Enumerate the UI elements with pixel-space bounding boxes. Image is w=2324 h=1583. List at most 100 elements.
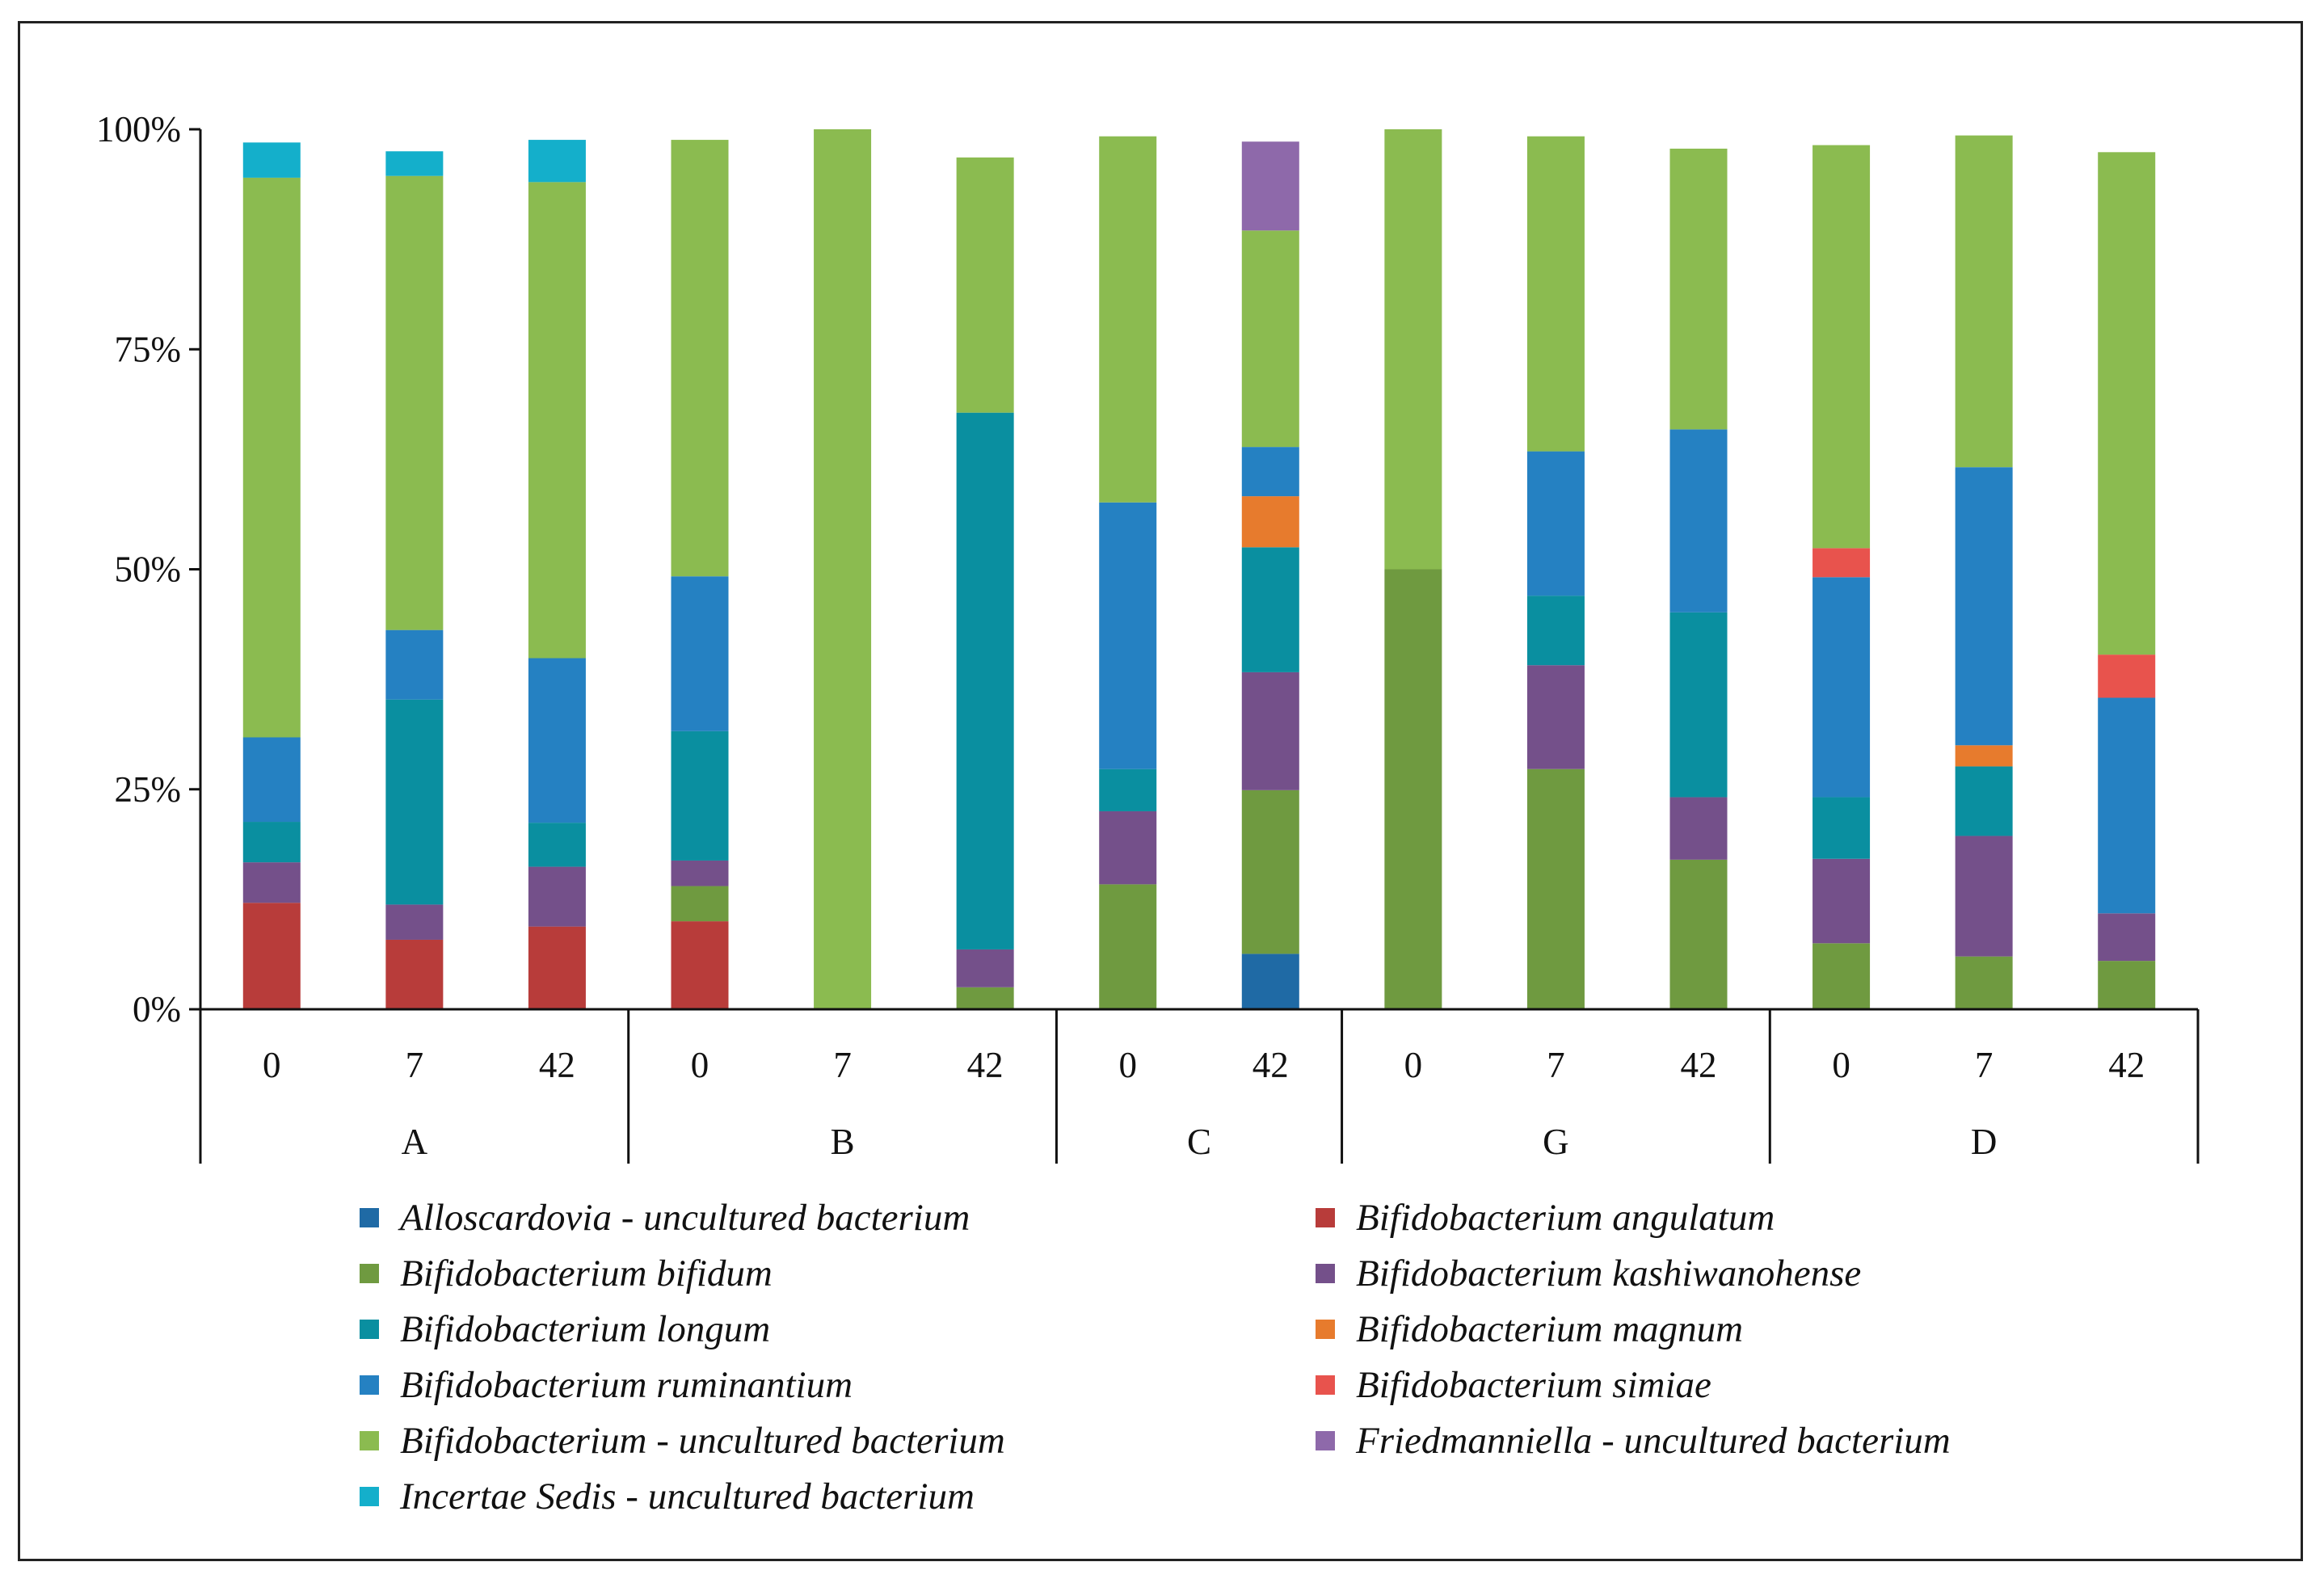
bar-segment-d-0-s3	[1812, 858, 1871, 944]
legend-label: Friedmanniella - uncultured bacterium	[1356, 1420, 1951, 1462]
x-tick-label: 0	[1404, 1045, 1423, 1085]
bar-segment-a-42-s8	[528, 182, 586, 659]
bar-segment-d-7-s4	[1955, 766, 2013, 836]
bar-segment-d-0-s6	[1812, 577, 1871, 798]
legend-swatch	[1316, 1320, 1335, 1339]
bar-segment-c-42-s9	[1241, 141, 1299, 231]
bar-segment-g-42-s3	[1669, 797, 1728, 860]
bar-segment-b-42-s3	[956, 949, 1014, 987]
legend-swatch	[360, 1375, 379, 1395]
group-label: G	[1543, 1122, 1569, 1162]
x-tick-label: 0	[1118, 1045, 1137, 1085]
bar-segment-d-7-s8	[1955, 135, 2013, 468]
group-label: C	[1187, 1122, 1211, 1162]
bar-segment-b-0-s4	[671, 730, 729, 861]
bar-segment-a-0-s3	[242, 862, 301, 903]
legend-item: Bifidobacterium bifidum	[360, 1252, 773, 1295]
legend-item: Bifidobacterium longum	[360, 1307, 770, 1351]
bar-segment-d-0-s7	[1812, 548, 1871, 578]
bar-segment-g-42-s2	[1669, 859, 1728, 1009]
legend-swatch	[360, 1208, 379, 1227]
bar-segment-b-42-s2	[956, 987, 1014, 1009]
legend-item: Bifidobacterium simiae	[1316, 1363, 1711, 1407]
bar-segment-c-0-s3	[1099, 810, 1157, 885]
bar-segment-a-0-s4	[242, 822, 301, 863]
bar-segment-b-42-s4	[956, 412, 1014, 949]
legend-label: Bifidobacterium magnum	[1356, 1308, 1744, 1350]
x-tick-label: 7	[1547, 1045, 1565, 1085]
bar-segment-a-0-s8	[242, 177, 301, 738]
legend-label: Bifidobacterium simiae	[1356, 1364, 1711, 1406]
bar-segment-a-0-s10	[242, 142, 301, 178]
bar-segment-b-0-s3	[671, 860, 729, 886]
bar-segment-d-7-s6	[1955, 467, 2013, 746]
legend-swatch	[360, 1320, 379, 1339]
bar-segment-g-7-s4	[1526, 596, 1585, 666]
x-tick-label: 7	[406, 1045, 424, 1085]
bar-segment-b-42-s8	[956, 157, 1014, 413]
group-label: B	[831, 1122, 855, 1162]
legend-item: Friedmanniella - uncultured bacterium	[1316, 1419, 1951, 1463]
bar-segment-d-42-s6	[2098, 697, 2156, 914]
y-tick-label: 100%	[96, 109, 181, 149]
legend-label: Bifidobacterium angulatum	[1356, 1197, 1775, 1239]
bar-segment-g-0-s8	[1384, 129, 1442, 570]
legend-label: Bifidobacterium longum	[400, 1308, 771, 1350]
legend-swatch	[1316, 1375, 1335, 1395]
bar-segment-c-0-s4	[1099, 768, 1157, 811]
bar-segment-c-42-s3	[1241, 672, 1299, 790]
y-tick-label: 50%	[115, 549, 182, 590]
tick-labels-layer: 0% 25% 50% 75% 100% 0 7 42 A 0 7 42 B 0 42 C 0 7 42 G 0 7 42 D	[96, 109, 2145, 1162]
bar-segment-b-0-s8	[671, 140, 729, 577]
legend-swatch	[1316, 1264, 1335, 1283]
legend-label: Bifidobacterium ruminantium	[400, 1364, 853, 1406]
bar-segment-a-7-s1	[385, 939, 444, 1009]
bar-segment-a-7-s6	[385, 629, 444, 700]
x-tick-label: 42	[539, 1045, 575, 1085]
bar-segment-a-7-s3	[385, 904, 444, 940]
bar-segment-b-0-s2	[671, 886, 729, 922]
x-tick-label: 42	[1253, 1045, 1289, 1085]
bar-segment-a-42-s10	[528, 140, 586, 183]
bar-segment-d-42-s2	[2098, 961, 2156, 1009]
legend-swatch	[360, 1431, 379, 1450]
bar-segment-c-0-s2	[1099, 884, 1157, 1009]
bar-segment-b-7-s8	[814, 129, 872, 1009]
bar-segment-a-0-s6	[242, 737, 301, 823]
bar-segment-c-0-s8	[1099, 136, 1157, 503]
legend-swatch	[360, 1264, 379, 1283]
legend-item: Bifidobacterium - uncultured bacterium	[360, 1419, 1005, 1463]
legend-item: Bifidobacterium kashiwanohense	[1316, 1252, 1861, 1295]
bar-segment-d-0-s4	[1812, 797, 1871, 859]
legend-label: Incertae Sedis - uncultured bacterium	[400, 1476, 975, 1518]
bar-segment-g-7-s6	[1526, 451, 1585, 596]
bar-segment-d-7-s2	[1955, 956, 2013, 1009]
legend-item: Bifidobacterium ruminantium	[360, 1363, 853, 1407]
legend-label: Alloscardovia - uncultured bacterium	[400, 1197, 970, 1239]
y-tick-label: 75%	[115, 329, 182, 369]
bar-segment-a-7-s8	[385, 175, 444, 630]
legend-item: Alloscardovia - uncultured bacterium	[360, 1196, 970, 1240]
bar-segment-c-42-s0	[1241, 954, 1299, 1009]
bar-segment-d-0-s8	[1812, 145, 1871, 549]
bar-segment-c-42-s2	[1241, 789, 1299, 954]
bar-segment-a-42-s6	[528, 658, 586, 823]
bar-segment-a-42-s4	[528, 823, 586, 867]
bar-segment-g-42-s4	[1669, 612, 1728, 798]
x-tick-label: 42	[2108, 1045, 2145, 1085]
legend-label: Bifidobacterium kashiwanohense	[1356, 1253, 1862, 1295]
legend-label: Bifidobacterium bifidum	[400, 1253, 773, 1295]
bar-segment-d-42-s3	[2098, 913, 2156, 962]
legend-item: Incertae Sedis - uncultured bacterium	[360, 1475, 975, 1518]
bar-segment-b-0-s6	[671, 576, 729, 731]
y-tick-label: 25%	[115, 769, 182, 810]
y-tick-label: 0%	[133, 989, 181, 1029]
bar-segment-a-42-s1	[528, 926, 586, 1009]
x-tick-label: 0	[1832, 1045, 1850, 1085]
bar-segment-a-0-s1	[242, 903, 301, 1009]
bar-segment-g-7-s3	[1526, 665, 1585, 769]
group-label: A	[402, 1122, 428, 1162]
bar-segment-g-7-s2	[1526, 768, 1585, 1009]
